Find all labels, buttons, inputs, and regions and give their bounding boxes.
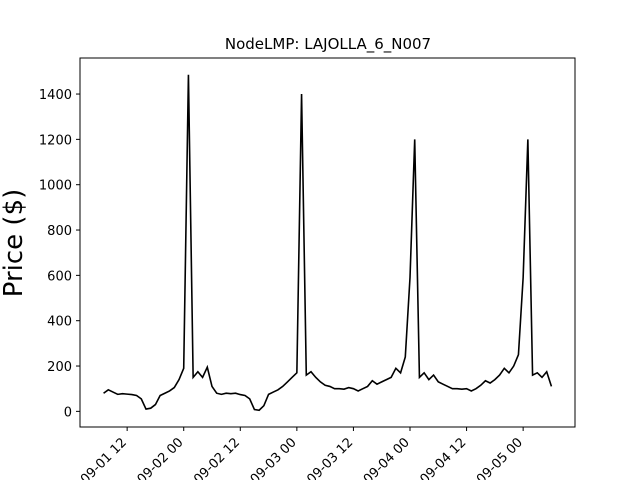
y-tick-label: 800 <box>47 224 72 239</box>
x-tick-label: 09-03 00 <box>248 435 300 480</box>
x-tick-label: 09-02 12 <box>191 435 243 480</box>
y-tick-label: 600 <box>47 269 72 284</box>
x-tick-label: 09-05 00 <box>474 435 526 480</box>
x-tick-label: 09-01 12 <box>78 435 130 480</box>
price-line <box>103 74 553 412</box>
y-tick-label: 1000 <box>39 179 72 194</box>
y-axis-label: Price ($) <box>0 189 29 298</box>
plot-frame <box>79 57 576 428</box>
y-tick-label: 1400 <box>39 88 72 103</box>
x-tick-label: 09-04 12 <box>417 435 469 480</box>
y-tick-label: 200 <box>47 360 72 375</box>
x-tick-label: 09-04 00 <box>361 435 413 480</box>
y-tick-label: 1200 <box>39 133 72 148</box>
y-tick-label: 0 <box>64 405 72 420</box>
x-tick-label: 09-02 00 <box>135 435 187 480</box>
x-tick-label: 09-03 12 <box>304 435 356 480</box>
chart-title: NodeLMP: LAJOLLA_6_N007 <box>225 35 431 54</box>
y-tick-label: 400 <box>47 315 72 330</box>
